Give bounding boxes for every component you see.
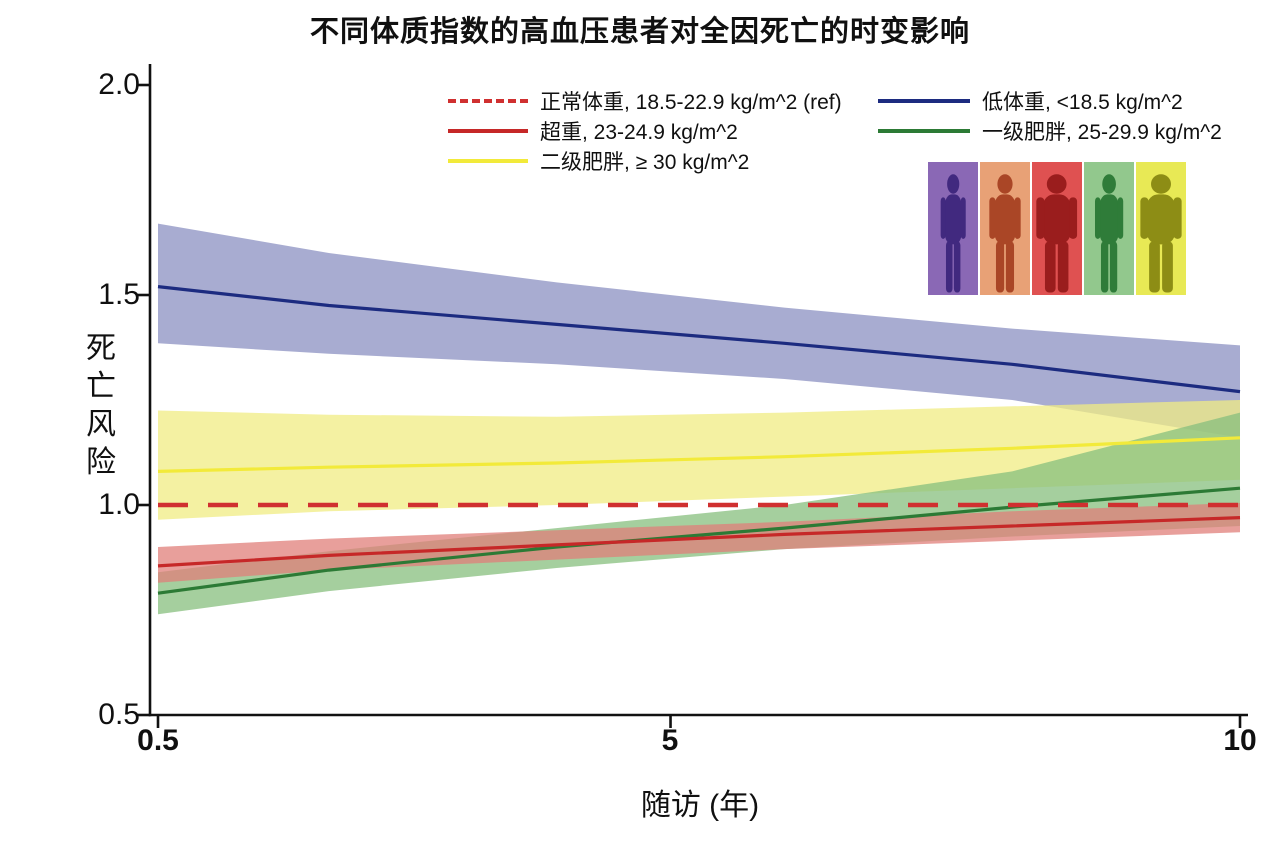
line-class2-obesity [157,436,1241,473]
legend-label: 正常体重, 18.5-22.9 kg/m^2 (ref) [540,91,842,114]
legend-item-underweight: 低体重, <18.5 kg/m^2 [878,89,1183,114]
person-icon [1036,174,1078,293]
bmi-silhouette-inset [928,162,1186,295]
line-underweight [157,285,1241,394]
legend-swatch-dashed-line-icon [448,99,528,103]
legend-label: 二级肥胖, ≥ 30 kg/m^2 [540,151,750,174]
legend-label: 低体重, <18.5 kg/m^2 [982,91,1183,114]
axes [137,64,1248,728]
silhouette-panel-5 [1136,162,1186,295]
legend-label: 一级肥胖, 25-29.9 kg/m^2 [982,121,1222,144]
legend-item-overweight: 超重, 23-24.9 kg/m^2 [448,119,738,144]
person-icon [940,174,966,293]
y-tick-label: 2.0 [98,68,140,101]
y-tick-label: 1.5 [98,278,140,311]
band-overweight [158,502,1240,583]
y-tick-label: 0.5 [98,698,140,731]
x-tick-label: 10 [1223,724,1257,757]
legend-swatch-line-icon [448,159,528,163]
person-icon [989,174,1021,293]
series-lines [157,285,1241,595]
legend-item-normal-weight: 正常体重, 18.5-22.9 kg/m^2 (ref) [448,89,842,114]
legend-swatch-line-icon [448,129,528,133]
silhouette-panel-4 [1084,162,1134,295]
line-overweight [157,516,1241,568]
person-icon [1140,174,1182,293]
y-tick-label: 1.0 [98,488,140,521]
silhouette-panel-1 [928,162,978,295]
x-tick-label: 0.5 [137,724,179,757]
legend-swatch-line-icon [878,129,970,133]
silhouette-panel-3 [1032,162,1082,295]
band-underweight [158,223,1240,438]
legend-item-class1-obesity: 一级肥胖, 25-29.9 kg/m^2 [878,119,1222,144]
line-class1-obesity [157,486,1241,595]
chart-title: 不同体质指数的高血压患者对全因死亡的时变影响 [309,16,970,48]
y-axis-title: 死亡风险 [86,332,116,479]
legend-swatch-line-icon [878,99,970,103]
silhouette-panel-2 [980,162,1030,295]
legend-label: 超重, 23-24.9 kg/m^2 [540,121,738,144]
person-icon [1094,174,1124,293]
x-tick-label: 5 [661,724,679,757]
x-axis-title: 随访 (年) [640,789,760,822]
legend-item-class2-obesity: 二级肥胖, ≥ 30 kg/m^2 [448,149,750,174]
